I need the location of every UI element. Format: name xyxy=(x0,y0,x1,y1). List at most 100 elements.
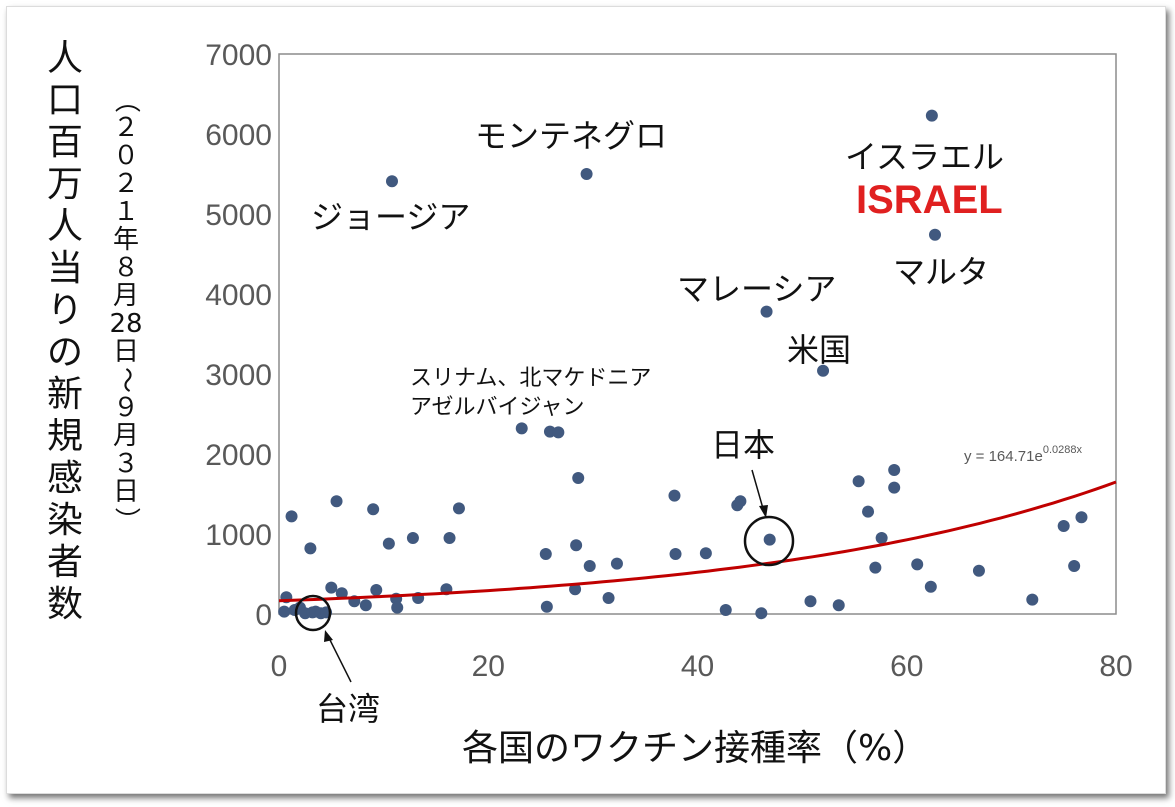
y-axis-subtitle-char: 日 xyxy=(112,477,139,507)
y-axis-subtitle-char: 日 xyxy=(112,337,139,367)
data-point xyxy=(552,426,565,439)
y-tick-label: 1000 xyxy=(205,519,272,552)
chart-frame xyxy=(6,6,1166,794)
data-point xyxy=(888,481,901,494)
x-tick-label: 0 xyxy=(271,650,288,683)
y-axis-char: 者 xyxy=(46,542,83,583)
y-tick-label: 2000 xyxy=(205,439,272,472)
y-axis-char: 百 xyxy=(46,122,83,163)
data-point xyxy=(359,599,372,612)
y-tick-label: 5000 xyxy=(205,199,272,232)
japan-arrowhead xyxy=(759,505,768,518)
x-axis-title: 各国のワクチン接種率（%） xyxy=(462,728,928,769)
y-tick-label: 7000 xyxy=(205,39,272,72)
data-point xyxy=(285,510,298,523)
data-point xyxy=(385,175,398,188)
label-taiwan: 台湾 xyxy=(316,690,380,728)
y-axis-subtitle-char: ２ xyxy=(112,169,139,199)
data-point xyxy=(1068,560,1081,572)
label-georgia: ジョージア xyxy=(311,198,470,236)
data-point xyxy=(862,505,875,518)
data-point xyxy=(540,600,553,613)
y-axis-char: 口 xyxy=(46,80,83,121)
data-point xyxy=(972,564,985,577)
taiwan-arrow xyxy=(327,635,352,683)
y-axis-char: り xyxy=(46,290,83,331)
x-tick-label: 20 xyxy=(472,650,505,683)
plot-area xyxy=(278,53,1117,615)
data-point xyxy=(539,548,552,560)
data-point xyxy=(669,548,682,560)
label-suriname-2: アゼルバイジャン xyxy=(410,395,584,420)
y-axis-char: 規 xyxy=(46,416,83,457)
y-axis-subtitle: （２ ０ ２ １ 年 ８ 月 28 日～ ９ 月 ３ 日） xyxy=(104,86,148,534)
y-axis-char: 当 xyxy=(46,248,83,289)
label-japan: 日本 xyxy=(711,426,775,464)
y-axis-char: 人 xyxy=(46,206,83,247)
label-malta: マルタ xyxy=(893,253,989,291)
data-point xyxy=(925,109,938,122)
data-point xyxy=(304,542,317,555)
data-point xyxy=(668,489,681,502)
data-point xyxy=(570,539,583,552)
y-axis-char: 万 xyxy=(46,164,83,205)
y-tick-label: 4000 xyxy=(205,279,272,312)
data-point xyxy=(583,560,596,572)
data-point xyxy=(1075,511,1088,524)
y-axis-char: 感 xyxy=(46,458,83,499)
y-axis-char: の xyxy=(46,332,83,373)
y-axis-title: 人口百万人当りの新規感染者数 xyxy=(40,38,90,626)
y-tick-label: 6000 xyxy=(205,119,272,152)
data-point xyxy=(763,533,776,546)
data-point xyxy=(804,595,817,608)
data-point xyxy=(755,607,768,620)
label-suriname-1: スリナム、北マケドニア xyxy=(410,366,651,391)
y-axis-subtitle-char: ９ xyxy=(112,393,139,423)
label-montenegro: モンテネグロ xyxy=(475,117,667,155)
trendline-equation: y = 164.71e0.0288x xyxy=(964,444,1082,465)
data-point xyxy=(335,587,348,600)
y-axis-subtitle-char: 月 xyxy=(112,281,139,311)
data-point xyxy=(515,422,528,435)
y-axis-subtitle-char: 月 xyxy=(112,421,139,451)
data-point xyxy=(325,581,338,594)
data-point xyxy=(911,558,924,571)
taiwan-arrowhead xyxy=(324,630,333,642)
data-point xyxy=(928,228,941,241)
y-tick-label: 0 xyxy=(255,599,272,632)
y-axis-subtitle-char: 年 xyxy=(112,225,139,255)
data-point xyxy=(602,592,615,604)
data-point xyxy=(1026,593,1039,606)
trendline xyxy=(278,480,1117,603)
data-point xyxy=(1057,520,1070,532)
data-point xyxy=(406,532,419,544)
data-point xyxy=(719,604,732,616)
data-point xyxy=(852,475,865,488)
data-point xyxy=(869,561,882,574)
y-axis-subtitle-char: ） xyxy=(111,506,141,533)
data-point xyxy=(734,495,747,508)
y-axis-char: 新 xyxy=(46,374,83,415)
y-axis-char: 染 xyxy=(46,500,83,541)
japan-arrow xyxy=(751,469,765,513)
data-point xyxy=(370,584,383,596)
japan-highlight-circle xyxy=(743,515,795,567)
y-axis-char: 数 xyxy=(46,584,83,625)
label-malaysia: マレーシア xyxy=(677,270,836,308)
y-axis-subtitle-char: （ xyxy=(111,86,141,113)
data-point xyxy=(832,599,845,612)
taiwan-highlight-circle xyxy=(294,594,332,632)
y-axis-subtitle-char: ８ xyxy=(112,253,139,283)
data-point xyxy=(875,532,888,544)
data-point xyxy=(888,464,901,476)
label-israel-en: ISRAEL xyxy=(856,178,1003,222)
data-point xyxy=(278,605,291,618)
data-point xyxy=(391,601,404,614)
label-israel-jp: イスラエル xyxy=(845,138,1004,176)
data-point xyxy=(572,472,585,484)
y-axis-subtitle-char: ～ xyxy=(111,366,141,393)
y-axis-subtitle-char: １ xyxy=(112,197,139,227)
data-point xyxy=(443,532,456,544)
data-point xyxy=(760,305,773,318)
